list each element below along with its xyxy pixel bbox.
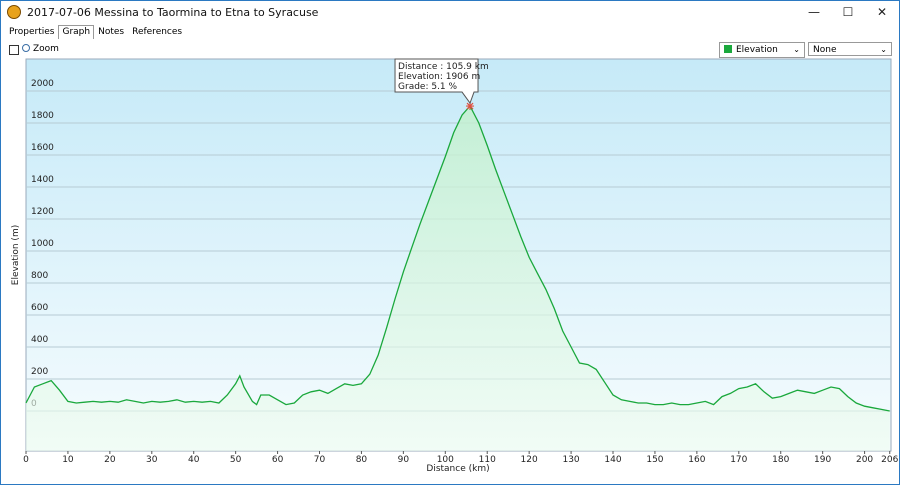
tooltip-text: Elevation: 1906 m xyxy=(398,72,480,82)
x-tick-label: 180 xyxy=(772,455,789,465)
x-tick-label: 130 xyxy=(562,455,579,465)
x-tick-label: 140 xyxy=(604,455,621,465)
legend-swatch xyxy=(724,45,732,53)
y-tick-label: 1000 xyxy=(31,239,54,249)
x-tick-label: 150 xyxy=(646,455,663,465)
y-axis-label: Elevation (m) xyxy=(11,225,21,285)
title-bar: 2017-07-06 Messina to Taormina to Etna t… xyxy=(1,1,899,23)
x-tick-label: 20 xyxy=(104,455,116,465)
x-tick-label: 170 xyxy=(730,455,747,465)
y-tick-label: 1600 xyxy=(31,143,54,153)
y-tick-label: 400 xyxy=(31,335,48,345)
elevation-line xyxy=(25,104,890,412)
x-tick-label: 0 xyxy=(23,455,29,465)
tooltip-box xyxy=(394,58,479,105)
tooltip-text: Distance : 105.9 km xyxy=(398,62,489,72)
tab[interactable]: Graph xyxy=(58,25,95,39)
elevation-area xyxy=(26,106,890,451)
tab[interactable]: Properties xyxy=(9,27,55,37)
legend-label: Elevation xyxy=(736,45,778,55)
tab[interactable]: Notes xyxy=(98,27,125,37)
x-tick-label: 110 xyxy=(479,455,496,465)
zoom-label: Zoom xyxy=(33,44,59,54)
x-tick-label: 30 xyxy=(146,455,158,465)
x-tick-label: 206 xyxy=(881,455,898,465)
x-axis-label: Distance (km) xyxy=(426,464,489,474)
tooltip-text: Grade: 5.1 % xyxy=(398,82,458,92)
minimize-button[interactable]: — xyxy=(808,5,820,19)
series-dropdown[interactable]: Elevation ⌄ xyxy=(719,42,805,58)
y-tick-label: 1400 xyxy=(31,175,54,185)
x-tick-label: 80 xyxy=(356,455,368,465)
x-tick-label: 70 xyxy=(314,455,326,465)
tab[interactable]: References xyxy=(132,27,183,37)
x-tick-label: 90 xyxy=(398,455,410,465)
y-tick-label: 800 xyxy=(31,271,48,281)
y-tick-label: 1800 xyxy=(31,111,54,121)
maximize-button[interactable]: ☐ xyxy=(842,5,854,19)
x-tick-label: 100 xyxy=(437,455,454,465)
x-tick-label: 190 xyxy=(814,455,831,465)
zoom-icon xyxy=(22,44,30,52)
x-tick-label: 160 xyxy=(688,455,705,465)
window-title: 2017-07-06 Messina to Taormina to Etna t… xyxy=(27,5,319,19)
x-tick-label: 50 xyxy=(230,455,242,465)
y-tick-label: 200 xyxy=(31,367,48,377)
dropdown-label: None xyxy=(813,45,837,55)
app-icon xyxy=(7,5,21,19)
zoom-checkbox[interactable] xyxy=(9,45,19,55)
close-button[interactable]: ✕ xyxy=(876,5,888,19)
x-tick-label: 10 xyxy=(62,455,74,465)
y-tick-label: 600 xyxy=(31,303,48,313)
x-tick-label: 60 xyxy=(272,455,284,465)
highlight-marker xyxy=(466,102,475,111)
y-tick-label: 2000 xyxy=(31,79,54,89)
toolbar: Zoom Elevation ⌄ None ⌄ xyxy=(1,41,899,59)
tab-strip: Properties Graph Notes References xyxy=(5,25,899,39)
second-dropdown[interactable]: None ⌄ xyxy=(808,42,892,56)
y-tick-label: 1200 xyxy=(31,207,54,217)
x-tick-label: 120 xyxy=(521,455,538,465)
x-tick-label: 40 xyxy=(188,455,200,465)
x-tick-label: 200 xyxy=(856,455,873,465)
